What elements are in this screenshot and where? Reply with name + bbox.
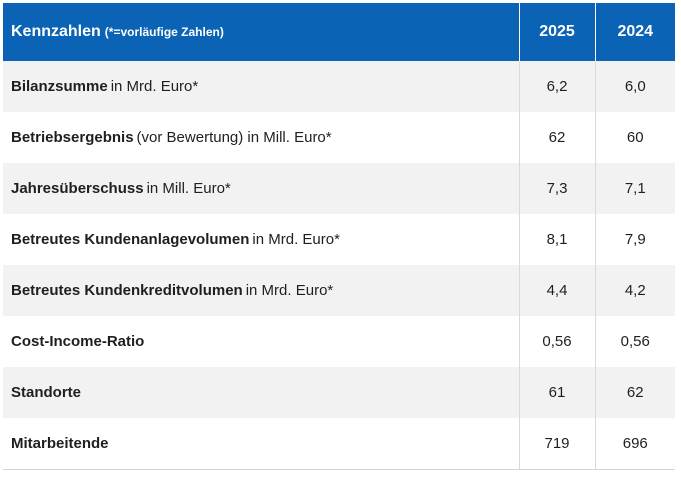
table-row: Cost-Income-Ratio 0,56 0,56 [3,316,675,367]
table-row: Standorte 61 62 [3,367,675,418]
value-2025: 4,4 [519,265,596,316]
value-2024: 60 [626,129,644,146]
header-title-cell: Kennzahlen (*=vorläufige Zahlen) [3,3,520,61]
metric-name: Cost-Income-Ratio [11,333,145,350]
header-row: Kennzahlen (*=vorläufige Zahlen) 2025 202… [3,3,675,61]
value-2025: 719 [519,418,596,469]
value-2025: 7,3 [519,163,596,214]
value-2024: 62 [626,384,644,401]
row-label: Jahresüberschuss in Mill. Euro* [3,163,520,214]
metric-name: Betriebsergebnis [11,129,134,146]
metric-unit: in Mill. Euro* [146,180,231,197]
header-subtitle: (*=vorläufige Zahlen) [104,25,224,39]
metric-name: Standorte [11,384,82,401]
table-row: Betreutes Kundenkreditvolumen in Mrd. Eur… [3,265,675,316]
value-2025: 8,1 [519,214,596,265]
metric-unit: (vor Bewertung) in Mill. Euro* [136,129,332,146]
table-row: Mitarbeitende 719 696 [3,418,675,469]
row-label: Betriebsergebnis (vor Bewertung) in Mill.… [3,112,520,163]
table-row: Jahresüberschuss in Mill. Euro* 7,3 7,1 [3,163,675,214]
metric-name: Betreutes Kundenkreditvolumen [11,282,243,299]
metric-unit: in Mrd. Euro* [245,282,334,299]
metric-unit: in Mrd. Euro* [110,78,199,95]
metric-name: Bilanzsumme [11,78,108,95]
row-label: Betreutes Kundenanlagevolumen in Mrd. Eur… [3,214,520,265]
value-2024: 0,56 [620,333,650,350]
table-row: Betreutes Kundenanlagevolumen in Mrd. Eur… [3,214,675,265]
kennzahlen-table: Kennzahlen (*=vorläufige Zahlen) 2025 202… [3,3,675,470]
table-body: Bilanzsumme in Mrd. Euro* 6,2 6,0 Betrieb… [3,61,675,469]
header-title: Kennzahlen [11,23,101,40]
table-header: Kennzahlen (*=vorläufige Zahlen) 2025 202… [3,3,675,61]
table-row: Betriebsergebnis (vor Bewertung) in Mill.… [3,112,675,163]
metric-unit: in Mrd. Euro* [252,231,340,248]
row-label: Bilanzsumme in Mrd. Euro* [3,61,520,112]
header-year-2024: 2024 [617,23,654,40]
row-label: Betreutes Kundenkreditvolumen in Mrd. Eur… [3,265,520,316]
value-2024: 4,2 [624,282,646,299]
value-2024: 7,9 [624,231,646,248]
row-label: Standorte [3,367,520,418]
metric-name: Betreutes Kundenanlagevolumen [11,231,250,248]
row-label: Cost-Income-Ratio [3,316,520,367]
header-year-2025: 2025 [519,3,596,61]
metric-name: Mitarbeitende [11,434,109,452]
value-2025: 61 [519,367,596,418]
value-2025: 62 [519,112,596,163]
value-2025: 0,56 [519,316,596,367]
row-label: Mitarbeitende [3,418,520,469]
value-2024: 696 [622,434,648,452]
value-2024: 6,0 [624,78,646,95]
value-2025: 6,2 [519,61,596,112]
value-2024: 7,1 [624,180,646,197]
metric-name: Jahresüberschuss [11,180,144,197]
table-row: Bilanzsumme in Mrd. Euro* 6,2 6,0 [3,61,675,112]
